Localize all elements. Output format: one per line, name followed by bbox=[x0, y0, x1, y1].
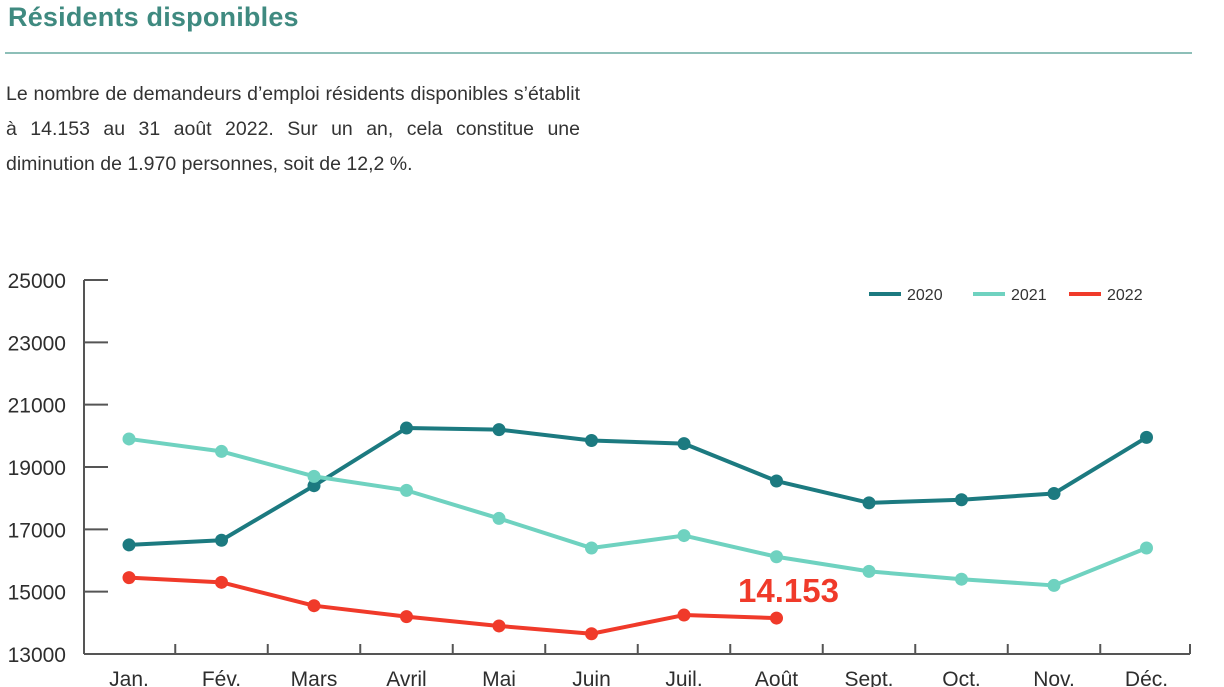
y-tick-label: 15000 bbox=[8, 582, 66, 605]
legend-label-2022: 2022 bbox=[1107, 287, 1143, 304]
data-point-2022 bbox=[677, 608, 691, 622]
chart-axes: 25000 23000 21000 19000 17000 15000 13000 Jan. F… bbox=[8, 270, 1191, 687]
x-tick-label: Sept. bbox=[844, 668, 893, 687]
data-point-2020 bbox=[122, 538, 136, 552]
x-tick-label: Jan. bbox=[109, 668, 149, 687]
data-point-2021 bbox=[400, 483, 413, 497]
series-line-2022 bbox=[127, 575, 779, 636]
data-point-2021 bbox=[307, 469, 321, 483]
x-tick-label: Nov. bbox=[1033, 668, 1075, 687]
data-point-2021 bbox=[677, 529, 691, 543]
data-point-2020 bbox=[677, 437, 691, 451]
series-line-2020 bbox=[127, 426, 1149, 547]
x-tick-label: Mars bbox=[291, 668, 338, 687]
chart-series-lines bbox=[127, 426, 1149, 636]
x-tick-label: Déc. bbox=[1125, 668, 1168, 687]
data-point-2022 bbox=[400, 610, 413, 624]
title-divider bbox=[5, 52, 1192, 54]
y-tick-label: 21000 bbox=[8, 395, 66, 418]
data-point-2021 bbox=[1140, 541, 1153, 555]
data-point-2022 bbox=[307, 599, 321, 613]
data-point-2021 bbox=[862, 564, 876, 578]
data-point-2020 bbox=[955, 493, 968, 507]
y-tick-label: 13000 bbox=[8, 644, 66, 667]
chart-legend: 2020 2021 2022 bbox=[869, 287, 1143, 304]
annotation-last-value: 14.153 bbox=[738, 572, 839, 609]
x-tick-label: Juin bbox=[572, 668, 611, 687]
data-point-2020 bbox=[215, 533, 228, 547]
data-point-2021 bbox=[955, 572, 968, 586]
y-tick-label: 17000 bbox=[8, 519, 66, 542]
data-point-2021 bbox=[122, 432, 136, 446]
x-tick-label: Mai bbox=[482, 668, 516, 687]
data-point-2021 bbox=[492, 511, 506, 525]
x-tick-label: Fév. bbox=[202, 668, 241, 687]
data-point-2021 bbox=[585, 541, 598, 555]
x-tick-label: Avril bbox=[386, 668, 426, 687]
data-point-2020 bbox=[1140, 430, 1153, 444]
series-line-2021 bbox=[127, 436, 1149, 588]
data-point-2022 bbox=[215, 575, 228, 589]
data-point-2020 bbox=[770, 474, 783, 488]
data-point-2020 bbox=[492, 423, 506, 437]
y-tick-label: 25000 bbox=[8, 270, 66, 293]
x-tick-label: Juil. bbox=[665, 668, 702, 687]
legend-label-2020: 2020 bbox=[907, 287, 943, 304]
chart-series-points bbox=[122, 421, 1153, 641]
data-point-2021 bbox=[770, 550, 783, 564]
data-point-2022 bbox=[585, 627, 598, 641]
y-tick-label: 23000 bbox=[8, 332, 66, 355]
data-point-2022 bbox=[122, 571, 136, 585]
data-point-2020 bbox=[1047, 486, 1061, 500]
x-tick-label: Août bbox=[755, 668, 798, 687]
x-tick-label: Oct. bbox=[942, 668, 981, 687]
data-point-2021 bbox=[1047, 578, 1061, 592]
data-point-2020 bbox=[862, 496, 876, 510]
data-point-2022 bbox=[492, 619, 506, 633]
intro-paragraph: Le nombre de demandeurs d’emploi résiden… bbox=[6, 83, 580, 175]
data-point-2022 bbox=[770, 611, 783, 625]
y-tick-label: 19000 bbox=[8, 457, 66, 480]
data-point-2020 bbox=[585, 434, 598, 448]
data-point-2020 bbox=[307, 479, 321, 493]
page-title: Résidents disponibles bbox=[8, 2, 299, 32]
legend-label-2021: 2021 bbox=[1011, 287, 1047, 304]
data-point-2020 bbox=[400, 421, 413, 435]
data-point-2021 bbox=[215, 444, 228, 458]
